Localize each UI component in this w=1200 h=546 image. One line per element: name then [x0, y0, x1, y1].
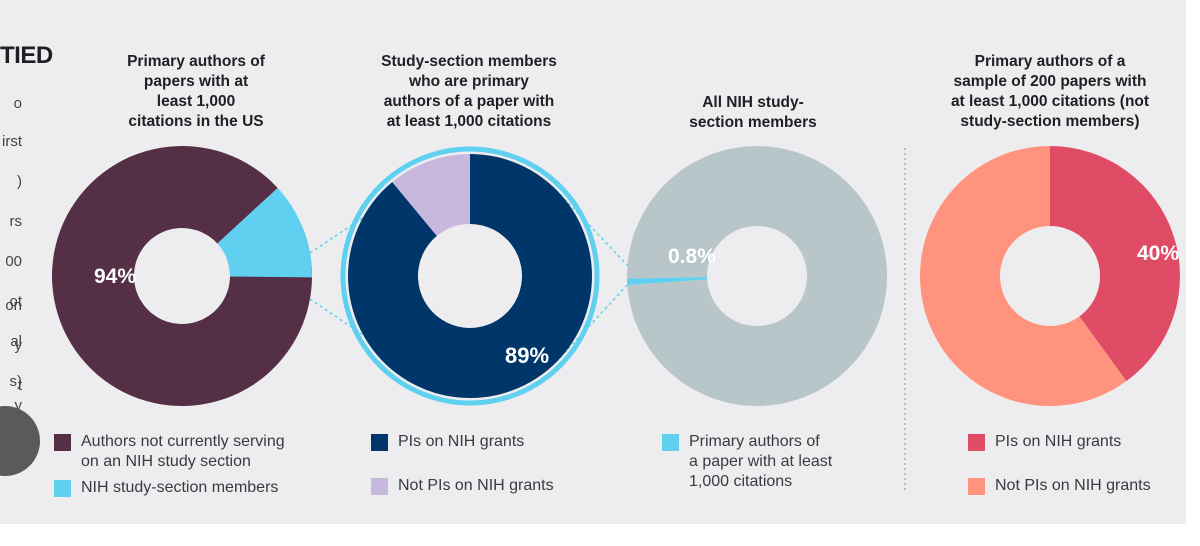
sidebar-text: o	[0, 74, 22, 134]
sidebar-line: irst	[2, 133, 22, 150]
pie-slice-highlight	[226, 229, 312, 278]
sidebar-line: rs	[9, 213, 23, 230]
legend-label: Primary authors of a paper with at least…	[689, 433, 833, 490]
sidebar-line: )	[17, 173, 22, 190]
chart-title-4: Primary authors of a sample of 200 paper…	[950, 53, 1150, 130]
pie-slice	[627, 145, 887, 406]
sidebar-line: y	[14, 397, 23, 414]
legend-item: Primary authors of a paper with at least…	[662, 432, 832, 492]
legend-item: PIs on NIH grants	[968, 432, 1121, 452]
section-heading: TIED	[0, 42, 53, 69]
legend-item: Not PIs on NIH grants	[371, 476, 554, 496]
sidebar-text: y	[0, 376, 23, 436]
legend-label: Authors not currently serving on an NIH …	[81, 433, 285, 470]
sidebar-line: s)	[9, 373, 23, 390]
chart-title-3: All NIH study- section members	[689, 94, 817, 131]
legend-label: PIs on NIH grants	[398, 433, 525, 450]
sidebar-line: 00	[5, 253, 22, 270]
legend-item: Authors not currently serving on an NIH …	[54, 432, 285, 472]
legend-swatch	[968, 434, 985, 451]
sidebar-line: al	[10, 333, 22, 350]
legend-item: PIs on NIH grants	[371, 432, 524, 452]
legend-swatch	[54, 434, 71, 451]
sidebar-line: y	[14, 337, 23, 354]
data-label: 89%	[505, 343, 549, 368]
data-label: 94%	[94, 265, 136, 288]
pie-slice	[348, 154, 592, 398]
legend-swatch	[54, 480, 71, 497]
zoom-ring	[340, 146, 600, 406]
chart-title-1: Primary authors of papers with at least …	[127, 53, 265, 130]
pie-slice	[392, 154, 470, 236]
pie-slice	[51, 145, 312, 407]
donut-charts: 94% 89% 0.8% 40%	[51, 145, 1180, 492]
sidebar-line: on	[5, 297, 22, 314]
connector-line	[555, 281, 631, 363]
pie-slice	[627, 276, 708, 286]
legend-label: Not PIs on NIH grants	[995, 477, 1151, 494]
infographic-panel: TIED o irst ) rs 00 ot al s) on y t ve y…	[0, 0, 1186, 524]
legend-item: Not PIs on NIH grants	[968, 476, 1151, 496]
pie-slice	[217, 188, 304, 259]
data-label: 0.8%	[668, 245, 716, 268]
sidebar-text: irst ) rs 00 ot al s)	[0, 112, 22, 412]
chart-title-2: Study-section members who are primary au…	[381, 53, 557, 130]
legend-swatch	[371, 478, 388, 495]
sidebar-line: t	[17, 377, 22, 394]
legend-label: PIs on NIH grants	[995, 433, 1122, 450]
legend-label: NIH study-section members	[81, 479, 279, 496]
legend-swatch	[968, 478, 985, 495]
legend-swatch	[662, 434, 679, 451]
sidebar-line: o	[13, 95, 22, 112]
legend-swatch	[371, 434, 388, 451]
pie-slice	[919, 146, 1127, 407]
legend-item: NIH study-section members	[54, 478, 278, 498]
pie-slice	[1050, 146, 1180, 382]
legend-label: Not PIs on NIH grants	[398, 477, 554, 494]
data-label: 40%	[1137, 242, 1179, 265]
sidebar-line: ot	[9, 293, 22, 310]
